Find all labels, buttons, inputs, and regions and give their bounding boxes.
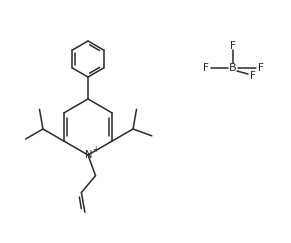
- Text: B: B: [229, 63, 237, 73]
- Text: F: F: [258, 63, 264, 73]
- Text: F: F: [250, 71, 256, 81]
- Text: F: F: [203, 63, 209, 73]
- Text: F: F: [230, 41, 236, 51]
- Text: +: +: [92, 146, 98, 155]
- Text: N: N: [85, 150, 93, 160]
